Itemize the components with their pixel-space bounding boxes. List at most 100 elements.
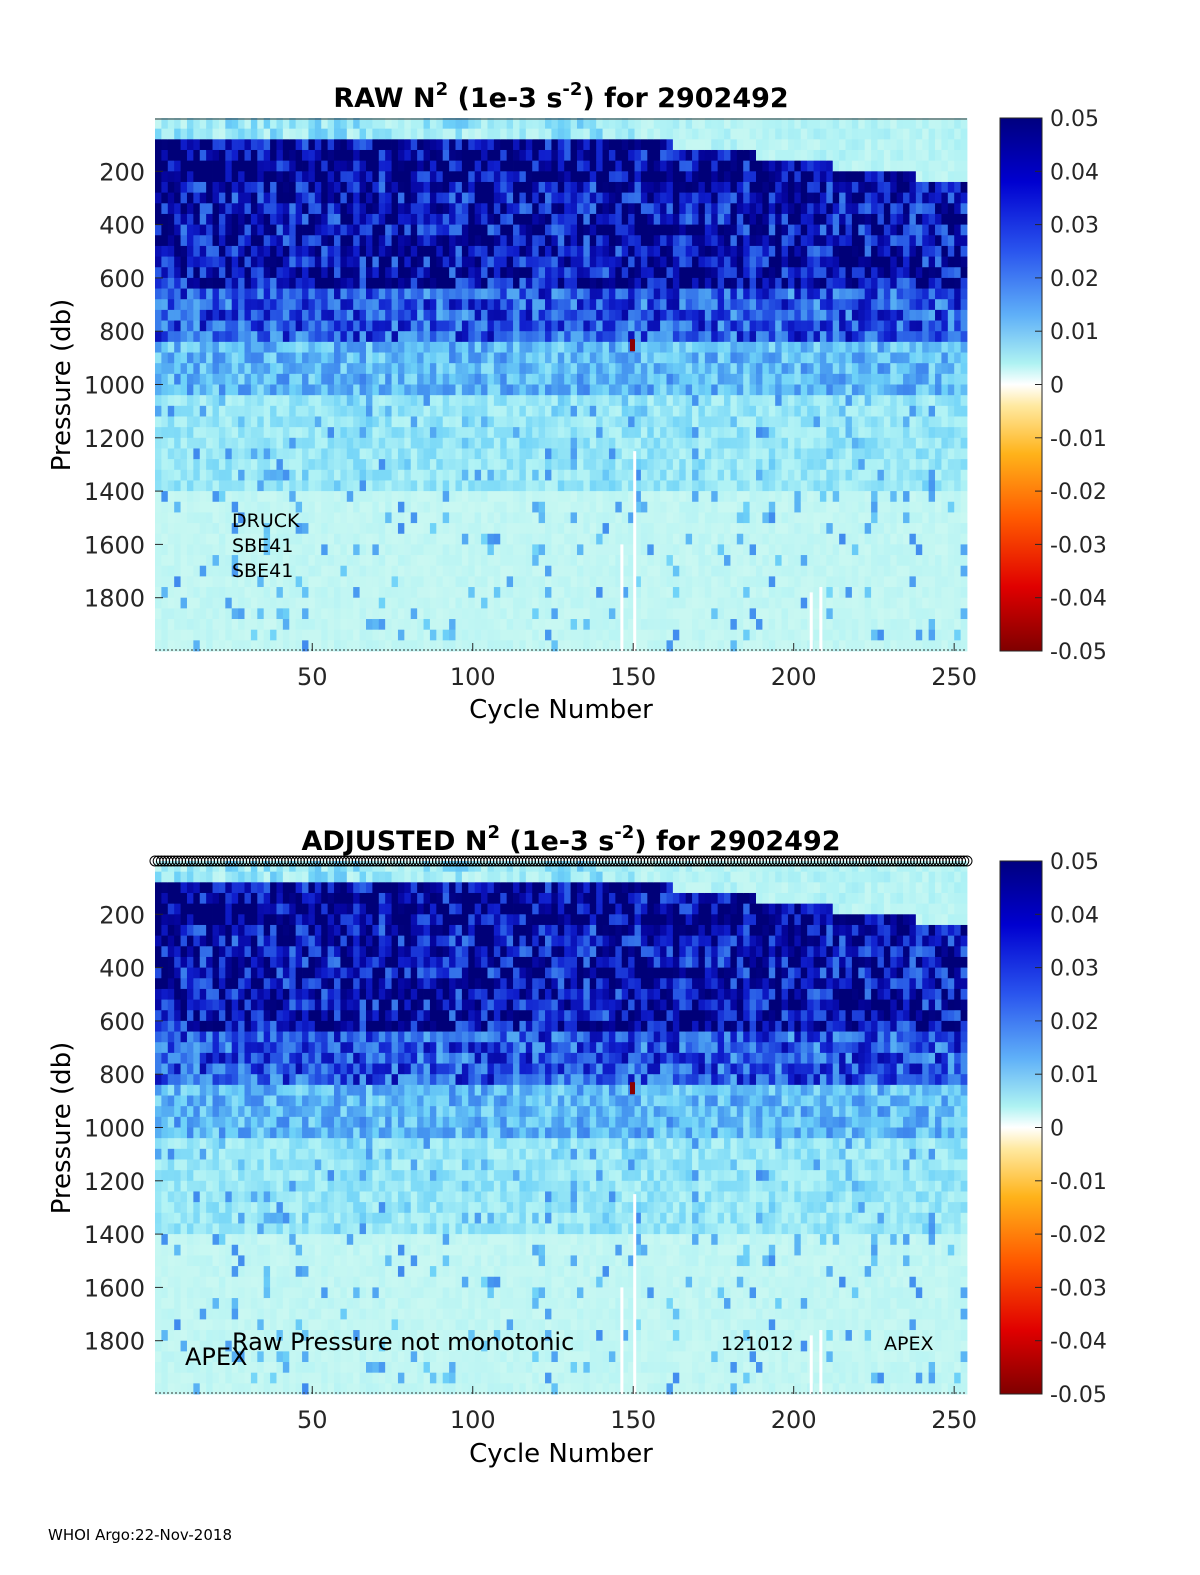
heatmap-cell (455, 160, 463, 172)
heatmap-cell (730, 288, 738, 300)
heatmap-cell (736, 203, 744, 215)
heatmap-cell (570, 501, 578, 513)
heatmap-cell (199, 395, 207, 407)
heatmap-cell (519, 384, 527, 396)
heatmap-cell (378, 213, 386, 225)
heatmap-cell (525, 171, 533, 183)
heatmap-cell (525, 587, 533, 599)
heatmap-cell (724, 523, 731, 535)
heatmap-cell (417, 160, 424, 172)
heatmap-cell (199, 309, 207, 321)
heatmap-cell (564, 181, 571, 194)
heatmap-cell (474, 128, 482, 140)
heatmap-cell (730, 416, 738, 428)
heatmap-cell (762, 469, 770, 481)
heatmap-cell (615, 437, 623, 449)
heatmap-cell (263, 160, 271, 172)
heatmap-cell (449, 459, 456, 471)
heatmap-cell (250, 405, 258, 417)
heatmap-cell (698, 118, 706, 130)
heatmap-cell (327, 416, 335, 428)
heatmap-cell (436, 320, 444, 332)
heatmap-cell (353, 352, 360, 364)
heatmap-cell (257, 405, 265, 417)
heatmap-cell (647, 309, 655, 321)
heatmap-cell (410, 160, 418, 172)
heatmap-cell (500, 128, 508, 140)
heatmap-cell (250, 427, 258, 439)
heatmap-cell (334, 619, 341, 631)
heatmap-cell (397, 171, 405, 183)
heatmap-cell (775, 480, 782, 492)
heatmap-cell (538, 619, 546, 631)
heatmap-cell (302, 416, 309, 428)
heatmap-cell (378, 341, 386, 353)
heatmap-cell (545, 437, 552, 449)
heatmap-cell (238, 565, 245, 577)
heatmap-cell (666, 469, 674, 481)
heatmap-cell (276, 118, 284, 130)
heatmap-cell (500, 587, 508, 599)
heatmap-cell (276, 459, 284, 471)
heatmap-cell (679, 491, 687, 503)
heatmap-cell (768, 235, 776, 247)
heatmap-cell (679, 171, 687, 183)
heatmap-cell (525, 437, 533, 449)
heatmap-cell (519, 160, 527, 172)
heatmap-cell (685, 437, 693, 449)
heatmap-cell (608, 309, 616, 321)
heatmap-cell (500, 533, 508, 545)
heatmap-cell (385, 171, 392, 183)
heatmap-cell (346, 629, 354, 641)
heatmap-cell (270, 149, 277, 162)
heatmap-cell (436, 587, 444, 599)
heatmap-cell (640, 587, 648, 599)
heatmap-cell (385, 224, 392, 236)
heatmap-cell (404, 149, 412, 162)
heatmap-cell (634, 523, 642, 535)
heatmap-cell (487, 118, 495, 130)
heatmap-cell (372, 640, 380, 652)
heatmap-cell (596, 192, 603, 204)
heatmap-cell (711, 309, 719, 321)
heatmap-cell (308, 533, 316, 545)
heatmap-cell (481, 320, 488, 332)
heatmap-cell (206, 373, 213, 385)
heatmap-cell (218, 171, 226, 183)
heatmap-cell (749, 459, 757, 471)
heatmap-cell (238, 544, 245, 556)
heatmap-cell (628, 608, 635, 620)
heatmap-cell (161, 629, 169, 641)
heatmap-cell (263, 299, 271, 311)
heatmap-cell (199, 213, 207, 225)
heatmap-cell (302, 118, 309, 130)
heatmap-cell (244, 256, 252, 268)
heatmap-cell (385, 363, 392, 375)
heatmap-cell (781, 405, 789, 417)
heatmap-cell (589, 576, 597, 588)
heatmap-cell (787, 544, 795, 556)
heatmap-cell (302, 608, 309, 620)
heatmap-cell (353, 224, 360, 236)
heatmap-cell (327, 331, 335, 343)
heatmap-cell (365, 373, 373, 385)
heatmap-cell (775, 267, 782, 279)
heatmap-cell (199, 544, 207, 556)
heatmap-cell (385, 192, 392, 204)
heatmap-cell (647, 533, 655, 545)
heatmap-cell (743, 395, 751, 407)
heatmap-cell (628, 629, 635, 641)
heatmap-cell (218, 544, 226, 556)
heatmap-cell (615, 331, 623, 343)
heatmap-cell (615, 608, 623, 620)
heatmap-cell (250, 118, 258, 130)
heatmap-cell (698, 235, 706, 247)
heatmap-cell (493, 373, 501, 385)
heatmap-cell (724, 320, 731, 332)
heatmap-cell (551, 576, 559, 588)
heatmap-cell (346, 512, 354, 524)
heatmap-cell (218, 213, 226, 225)
heatmap-cell (768, 299, 776, 311)
heatmap-cell (640, 139, 648, 151)
heatmap-cell (493, 149, 501, 162)
